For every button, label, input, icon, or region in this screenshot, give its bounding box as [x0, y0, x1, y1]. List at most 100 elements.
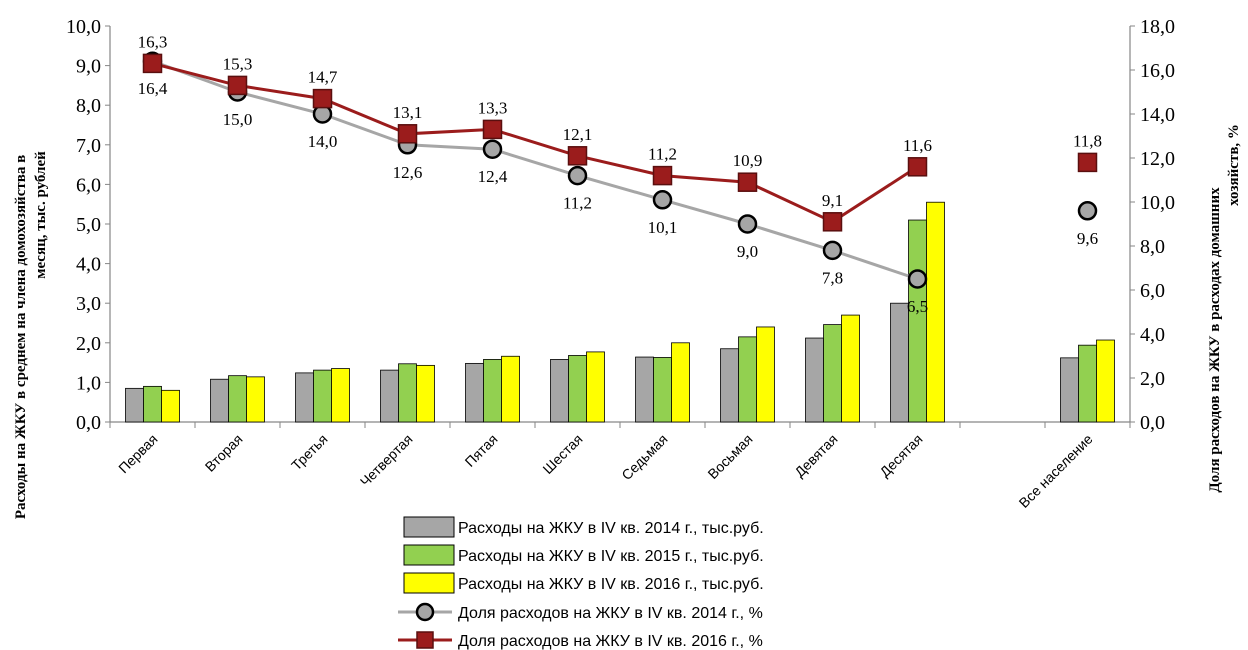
marker-2014-8 [822, 240, 843, 261]
legend-marker-2014 [415, 602, 435, 622]
data-label-2016-11: 11,8 [1073, 131, 1102, 150]
data-label-2014-0: 16,4 [138, 79, 168, 98]
y-left-tick-label: 5,0 [76, 214, 101, 236]
marker-2016-8 [822, 212, 843, 232]
bar-2016-2 [331, 368, 350, 423]
bar-2014-11 [1060, 357, 1079, 423]
bar-2015-7 [738, 336, 757, 423]
bar-2016-8 [841, 314, 860, 423]
marker-2016-1 [227, 75, 248, 96]
marker-2014-4 [482, 139, 503, 159]
category-label: Первая [115, 431, 160, 476]
bar-2015-9 [908, 219, 927, 423]
legend-label-2014-line: Доля расходов на ЖКУ в IV кв. 2014 г., % [458, 605, 763, 622]
bar-2015-1 [228, 375, 247, 423]
bar-2014-4 [465, 362, 484, 423]
legend-swatch-2015-bar [403, 544, 455, 566]
data-label-2016-9: 11,6 [903, 136, 932, 155]
y-right-tick-label: 18,0 [1140, 16, 1175, 38]
axes: 0,0 1,0 2,0 3,0 4,0 5,0 6,0 7,0 8,0 9,0 10,0 0,0 2,0… [66, 16, 1175, 434]
marker-2014-11 [1077, 201, 1098, 221]
bar-2015-11 [1078, 344, 1097, 423]
marker-2016-3 [397, 124, 418, 144]
y-left-tick-label: 0,0 [76, 412, 101, 434]
legend-swatch-2014-bar [403, 516, 455, 538]
bar-2016-11 [1096, 339, 1115, 423]
data-label-2014-5: 11,2 [563, 194, 592, 213]
marker-2016-2 [312, 88, 333, 109]
data-label-2016-6: 11,2 [648, 145, 677, 164]
bar-2016-6 [671, 342, 690, 423]
bar-2016-4 [501, 355, 520, 423]
data-label-2014-11: 9,6 [1077, 229, 1098, 248]
bar-2014-3 [380, 369, 399, 423]
marker-2016-5 [567, 146, 588, 166]
y-left-tick-label: 8,0 [76, 95, 101, 117]
y-left-tick-label: 6,0 [76, 174, 101, 196]
data-label-2014-6: 10,1 [648, 218, 678, 237]
category-label: Девятая [791, 431, 840, 480]
data-label-2014-9: 6,5 [907, 297, 928, 316]
legend-marker-2016 [416, 631, 434, 649]
bar-2015-2 [313, 369, 332, 423]
data-label-2016-3: 13,1 [393, 103, 423, 122]
bar-2015-0 [143, 385, 162, 423]
marker-2016-7 [737, 172, 758, 192]
data-label-2016-4: 13,3 [478, 98, 508, 117]
category-label: Десятая [876, 431, 925, 480]
data-label-2016-5: 12,1 [563, 125, 593, 144]
y-left-tick-label: 3,0 [76, 293, 101, 315]
bar-2014-8 [805, 337, 824, 423]
category-label: Все население [1016, 431, 1096, 511]
y-right-tick-label: 12,0 [1140, 148, 1175, 170]
bar-2014-6 [635, 356, 654, 423]
y-left-tick-label: 1,0 [76, 372, 101, 394]
data-label-2016-2: 14,7 [308, 68, 338, 87]
y-right-label-line1: Доля расходов на ЖКУ в расходах домашних [1207, 187, 1223, 493]
marker-2014-6 [652, 190, 673, 210]
marker-2014-7 [737, 214, 758, 234]
data-label-2014-7: 9,0 [737, 242, 758, 261]
bar-2014-9 [890, 302, 909, 423]
data-label-2014-2: 14,0 [308, 132, 338, 151]
marker-2016-11 [1077, 152, 1098, 173]
bar-2014-5 [550, 359, 569, 423]
bar-2014-7 [720, 348, 739, 423]
bar-2016-5 [586, 351, 605, 423]
bar-2015-5 [568, 355, 587, 423]
y-right-tick-label: 16,0 [1140, 60, 1175, 82]
marker-2014-9 [907, 269, 928, 289]
bar-2016-1 [246, 376, 265, 423]
legend-label-2015-bar: Расходы на ЖКУ в IV кв. 2015 г., тыс.руб… [458, 548, 764, 565]
category-label: Вторая [202, 431, 246, 475]
marker-2016-0 [142, 53, 163, 74]
data-label-2014-4: 12,4 [478, 167, 508, 186]
legend-swatch-2016-bar [403, 572, 455, 594]
bar-2016-3 [416, 364, 435, 423]
y-left-tick-label: 2,0 [76, 333, 101, 355]
y-right-tick-label: 4,0 [1140, 324, 1165, 346]
data-label-2016-0: 16,3 [138, 32, 168, 51]
y-right-tick-label: 6,0 [1140, 280, 1165, 302]
data-label-2016-8: 9,1 [822, 191, 843, 210]
category-label: Четвертая [357, 431, 416, 490]
data-label-2014-3: 12,6 [393, 163, 423, 182]
bar-2014-1 [210, 378, 229, 423]
line-2016 [152, 61, 919, 224]
category-label: Третья [288, 431, 331, 474]
bars [125, 201, 1115, 423]
bar-2015-4 [483, 359, 502, 423]
category-labels: Первая Вторая Третья Четвертая Пятая Шестая Се… [115, 431, 1096, 511]
y-left-tick-label: 10,0 [66, 16, 101, 38]
y-left-tick-label: 4,0 [76, 254, 101, 276]
data-label-2016-7: 10,9 [733, 151, 763, 170]
y-right-label-line2: хозяйств, % [1226, 124, 1242, 206]
legend-label-2014-bar: Расходы на ЖКУ в IV кв. 2014 г., тыс.руб… [458, 520, 764, 537]
bar-2015-8 [823, 324, 842, 423]
bar-2016-9 [926, 201, 945, 423]
y-right-tick-label: 2,0 [1140, 368, 1165, 390]
lines [142, 51, 1098, 289]
bar-2015-3 [398, 363, 417, 423]
y-left-tick-label: 9,0 [76, 56, 101, 78]
